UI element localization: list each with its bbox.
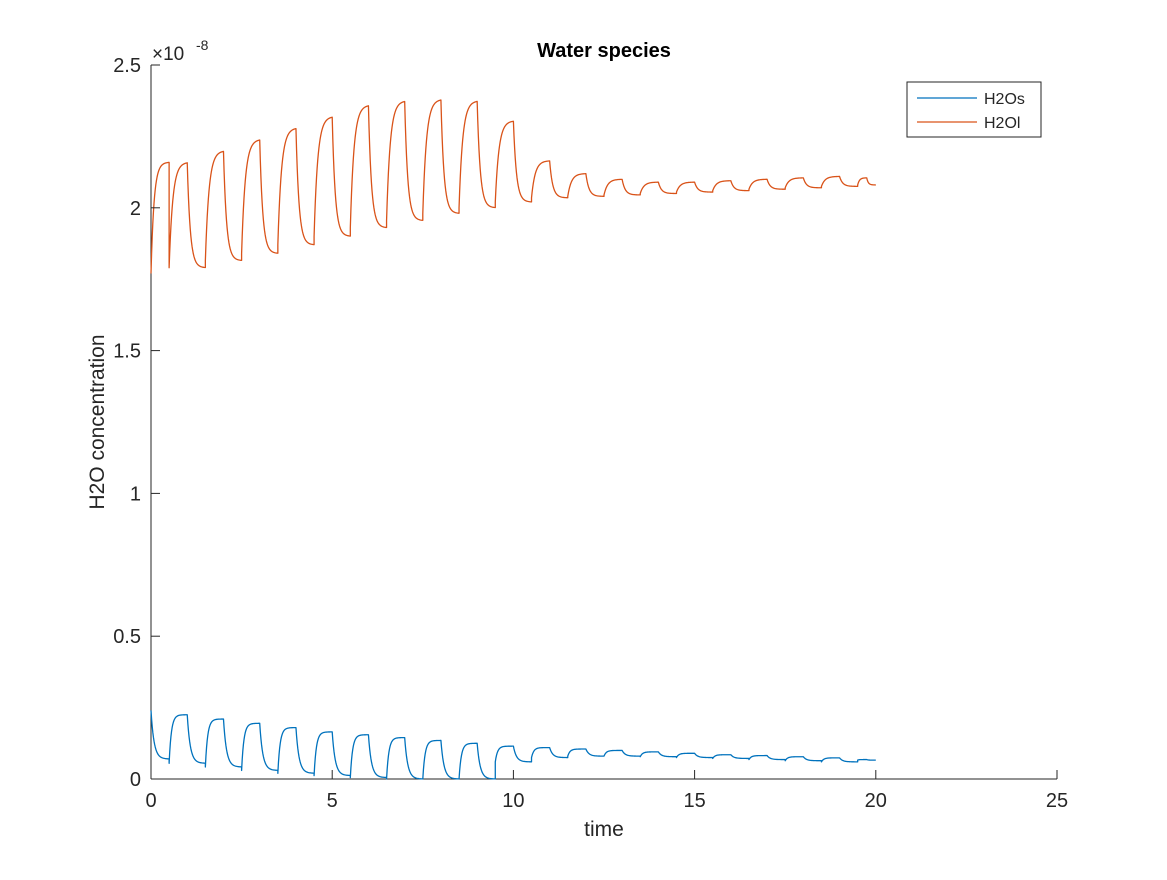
x-tick-label: 20: [865, 790, 887, 812]
x-tick-label: 0: [145, 790, 156, 812]
x-tick-label: 15: [683, 790, 705, 812]
legend-label-h2os: H2Os: [984, 91, 1025, 108]
y-tick-label: 2.5: [113, 55, 141, 77]
y-tick-label: 1: [130, 483, 141, 505]
legend-box: [906, 81, 1042, 138]
y-tick-label: 2: [130, 198, 141, 220]
series-line-h2os: [150, 710, 877, 780]
series-line-h2ol: [150, 99, 877, 274]
y-exponent-base: ×10: [152, 44, 184, 65]
y-exponent-power: -8: [196, 37, 209, 53]
y-tick-label: 1.5: [113, 341, 141, 363]
ticks-layer: 0 5 10 15 20 25 0 0.5 1 1.5 2 2.5: [113, 55, 1068, 812]
series-layer: [150, 99, 877, 780]
x-axis-label: time: [584, 818, 624, 841]
y-axis-label: H2O concentration: [86, 334, 109, 509]
legend: H2Os H2Ol: [906, 81, 1042, 138]
y-tick-label: 0: [130, 769, 141, 791]
axes: [150, 65, 1057, 780]
x-tick-label: 10: [502, 790, 524, 812]
y-axis-exponent: ×10 -8: [152, 37, 209, 65]
y-tick-label: 0.5: [113, 626, 141, 648]
x-tick-label: 25: [1046, 790, 1068, 812]
legend-label-h2ol: H2Ol: [984, 115, 1020, 132]
chart-title: Water species: [537, 40, 671, 62]
x-tick-label: 5: [327, 790, 338, 812]
